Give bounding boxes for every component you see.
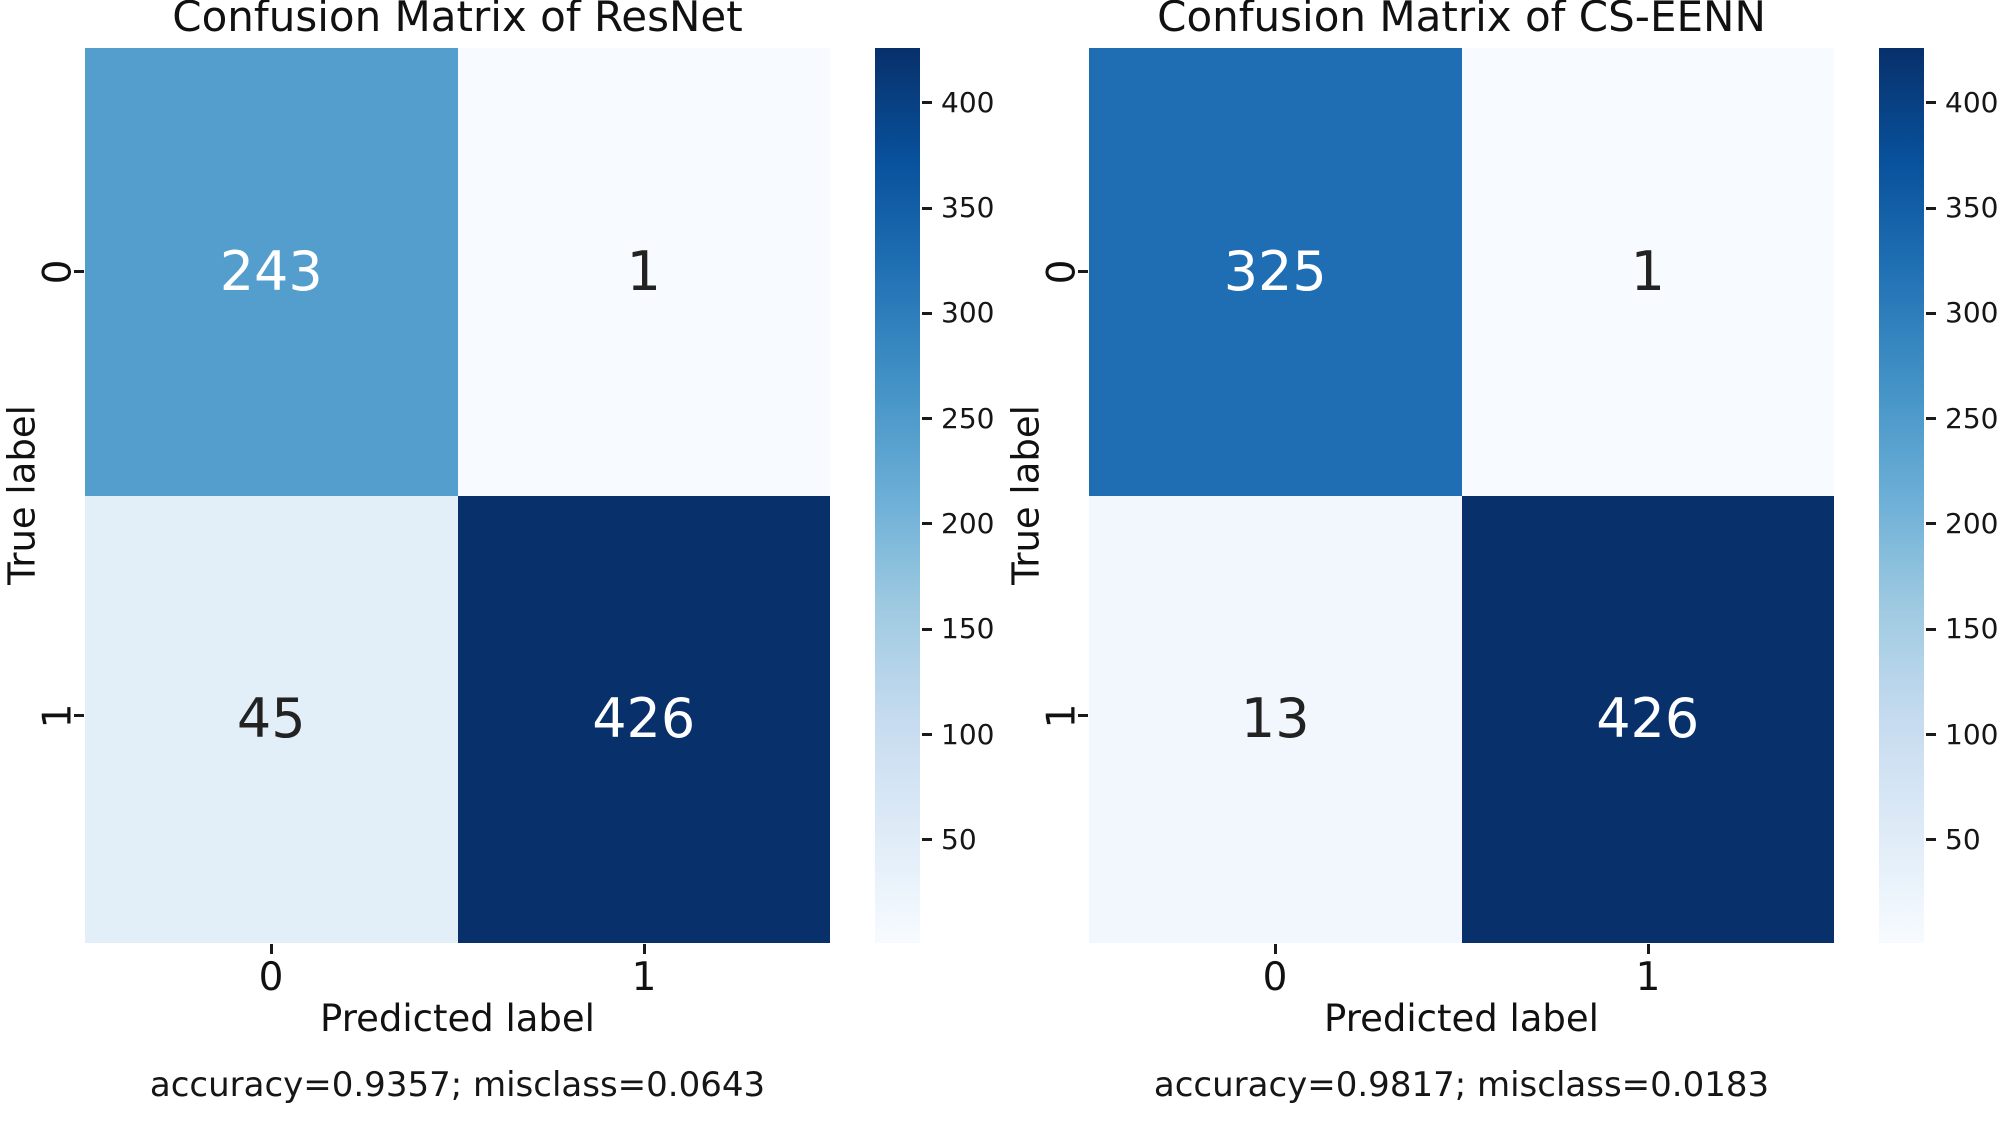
accuracy-caption: accuracy=0.9817; misclass=0.0183 (1153, 1065, 1770, 1105)
panel-cs-eenn: Confusion Matrix of CS-EENN True label 0… (1004, 0, 2008, 1140)
y-tick-label-0: 0 (1039, 259, 1085, 285)
y-axis-label: True label (1004, 405, 1048, 585)
colorbar-tick-mark (1926, 733, 1936, 737)
colorbar-tick-label: 300 (1945, 296, 1999, 330)
x-tick-mark (270, 944, 273, 954)
colorbar-tick-label: 150 (941, 612, 995, 646)
x-tick-mark (643, 944, 646, 954)
colorbar-tick-mark (1926, 206, 1936, 210)
colorbar-tick-mark (922, 627, 932, 631)
colorbar-tick-mark (922, 733, 932, 737)
colorbar-tick-label: 200 (941, 506, 995, 540)
colorbar-tick-mark (1926, 627, 1936, 631)
colorbar-tick-mark (922, 206, 932, 210)
matrix-cell-r1c0: 45 (85, 495, 458, 943)
x-tick-label-0: 0 (1262, 955, 1288, 1000)
y-tick-mark (1078, 714, 1088, 717)
matrix-cell-r1c1: 426 (457, 495, 830, 943)
chart-title: Confusion Matrix of ResNet (172, 0, 743, 41)
x-tick-mark (1647, 944, 1650, 954)
colorbar-tick-label: 350 (1945, 191, 1999, 225)
y-tick-mark (1078, 270, 1088, 273)
x-axis-label: Predicted label (1324, 997, 1599, 1040)
colorbar-tick-label: 400 (1945, 85, 1999, 119)
colorbar-tick-mark (922, 311, 932, 315)
y-tick-label-1: 1 (35, 703, 81, 729)
matrix-cell-r1c0: 13 (1089, 495, 1462, 943)
y-axis-label: True label (0, 405, 44, 585)
x-tick-label-0: 0 (258, 955, 284, 1000)
colorbar-tick-label: 50 (941, 822, 977, 856)
colorbar-tick-mark (922, 838, 932, 842)
colorbar-tick-mark (1926, 838, 1936, 842)
chart-title: Confusion Matrix of CS-EENN (1157, 0, 1766, 41)
y-tick-label-0: 0 (35, 259, 81, 285)
x-tick-mark (1274, 944, 1277, 954)
matrix-cell-r1c1: 426 (1461, 495, 1834, 943)
accuracy-caption: accuracy=0.9357; misclass=0.0643 (149, 1065, 766, 1105)
heatmap-matrix: 243 1 45 426 (85, 48, 830, 943)
colorbar-tick-label: 100 (941, 717, 995, 751)
matrix-cell-r0c0: 325 (1089, 48, 1462, 496)
colorbar-tick-mark (1926, 101, 1936, 105)
colorbar-tick-mark (922, 417, 932, 421)
colorbar-tick-label: 200 (1945, 506, 1999, 540)
x-tick-label-1: 1 (1635, 955, 1661, 1000)
matrix-cell-r0c0: 243 (85, 48, 458, 496)
panel-resnet: Confusion Matrix of ResNet True label 0 … (0, 0, 995, 1105)
y-tick-mark (74, 270, 84, 273)
colorbar-tick-label: 50 (1945, 822, 1981, 856)
y-tick-mark (74, 714, 84, 717)
colorbar-tick-label: 350 (941, 191, 995, 225)
colorbar-tick-mark (1926, 417, 1936, 421)
matrix-cell-r0c1: 1 (457, 48, 830, 496)
colorbar-tick-mark (1926, 311, 1936, 315)
y-tick-label-1: 1 (1039, 703, 1085, 729)
matrix-cell-r0c1: 1 (1461, 48, 1834, 496)
x-tick-label-1: 1 (631, 955, 657, 1000)
colorbar (875, 48, 920, 943)
x-axis-label: Predicted label (320, 997, 595, 1040)
colorbar-tick-label: 400 (941, 85, 995, 119)
heatmap-matrix: 325 1 13 426 (1089, 48, 1834, 943)
colorbar-tick-label: 250 (941, 401, 995, 435)
colorbar-tick-label: 300 (941, 296, 995, 330)
colorbar-tick-mark (1926, 522, 1936, 526)
colorbar (1879, 48, 1924, 943)
colorbar-tick-mark (922, 101, 932, 105)
colorbar-tick-mark (922, 522, 932, 526)
colorbar-tick-label: 150 (1945, 612, 1999, 646)
colorbar-tick-label: 100 (1945, 717, 1999, 751)
colorbar-tick-label: 250 (1945, 401, 1999, 435)
